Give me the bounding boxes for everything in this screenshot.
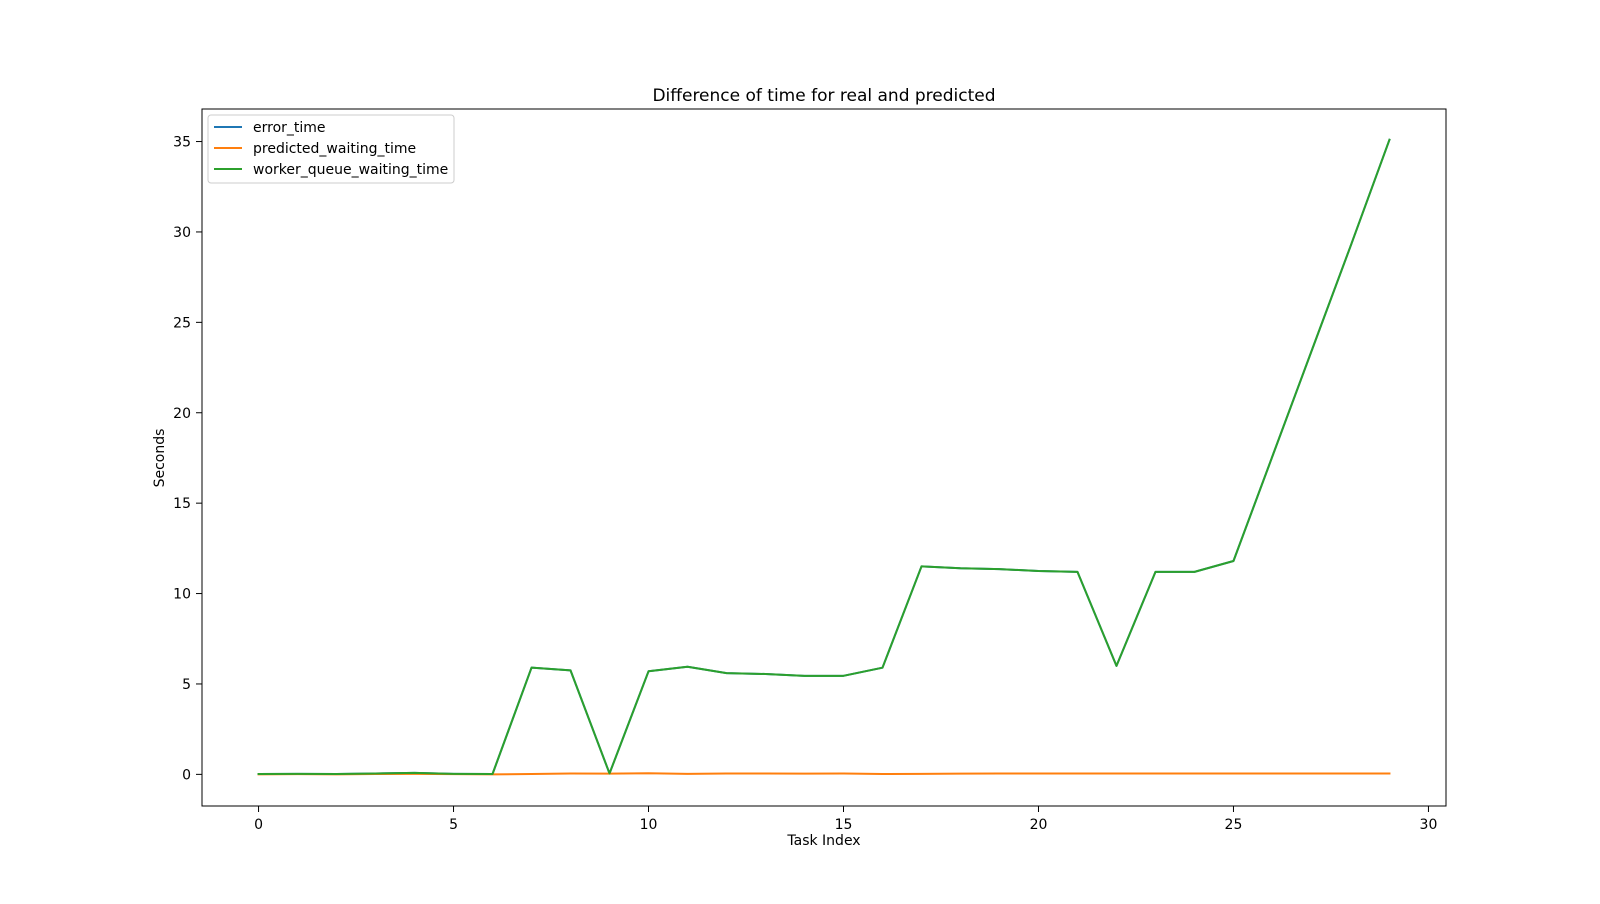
legend-label: worker_queue_waiting_time	[253, 162, 448, 178]
x-tick-label: 5	[449, 817, 458, 833]
series-line-worker-queue-waiting-time	[257, 138, 1391, 776]
legend-box	[207, 114, 455, 184]
x-tick-label: 0	[254, 817, 263, 833]
x-axis-label: Task Index	[786, 833, 860, 849]
legend-label: error_time	[253, 120, 326, 136]
y-tick-label: 10	[173, 587, 191, 603]
series-line-error-time	[257, 138, 1391, 776]
legend: error_time predicted_waiting_time worker_q…	[207, 114, 455, 184]
y-tick-label: 15	[173, 496, 191, 512]
y-axis-ticks: 0 5 10 15 20 25 30 35	[173, 135, 202, 783]
plot-lines	[257, 138, 1391, 776]
x-tick-label: 25	[1225, 817, 1243, 833]
x-tick-label: 15	[835, 817, 853, 833]
y-tick-label: 35	[173, 135, 191, 151]
x-axis-ticks: 0 5 10 15 20 25 30	[254, 806, 1437, 833]
chart-title: Difference of time for real and predicte…	[652, 86, 995, 106]
y-axis-label: Seconds	[152, 429, 168, 488]
y-tick-label: 20	[173, 406, 191, 422]
y-tick-label: 5	[182, 677, 191, 693]
plot-frame	[201, 108, 1447, 807]
y-tick-label: 30	[173, 225, 191, 241]
legend-label: predicted_waiting_time	[253, 141, 416, 157]
x-tick-label: 30	[1420, 817, 1438, 833]
x-tick-label: 20	[1030, 817, 1048, 833]
legend-items: error_time predicted_waiting_time worker_q…	[214, 120, 448, 178]
y-tick-label: 0	[182, 767, 191, 783]
y-tick-label: 25	[173, 315, 191, 331]
x-tick-label: 10	[640, 817, 658, 833]
